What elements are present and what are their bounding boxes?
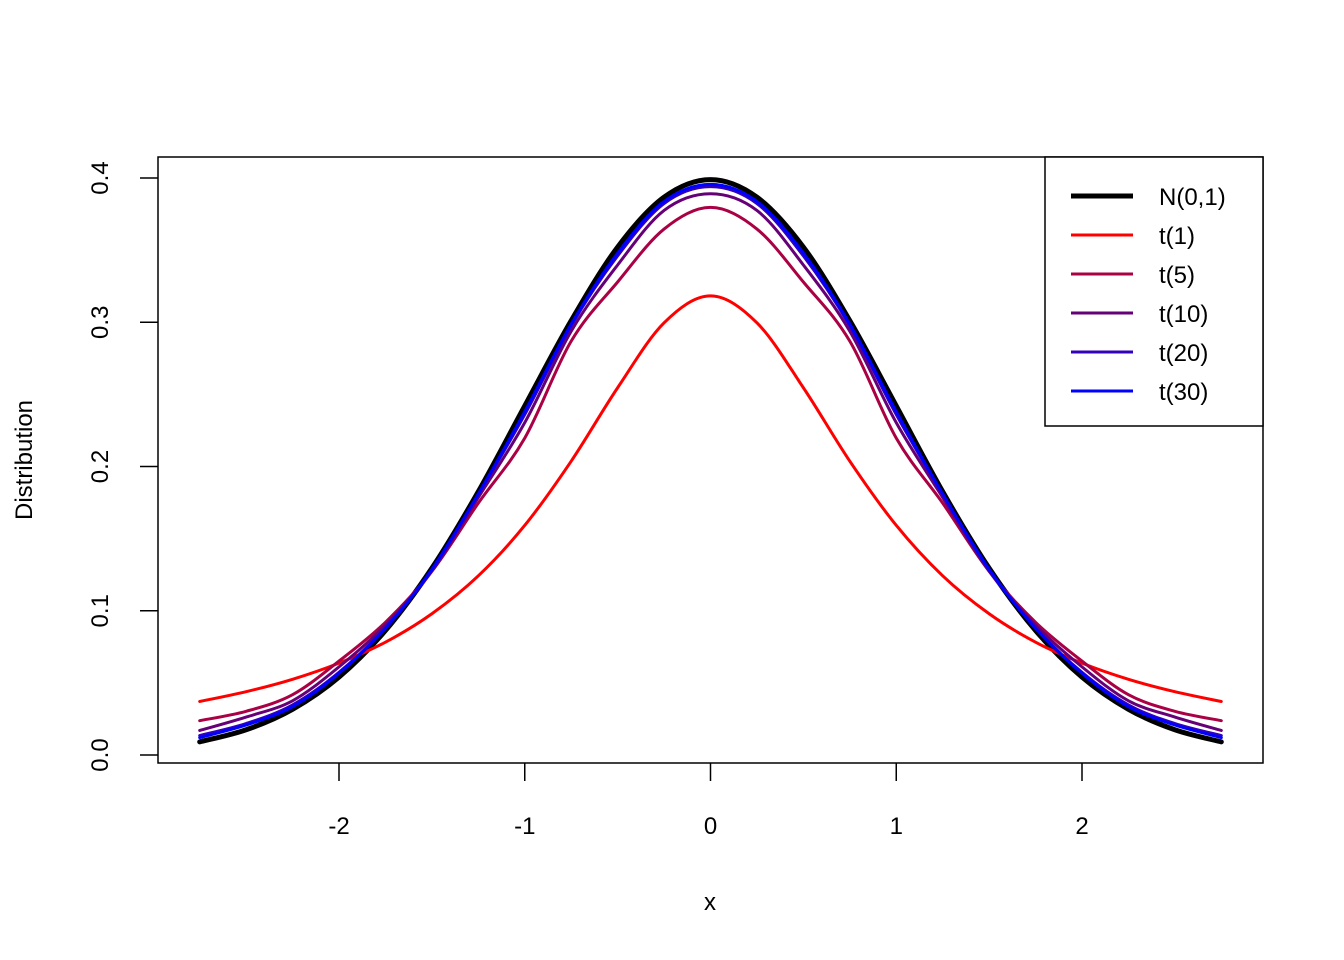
legend-label: t(5) xyxy=(1159,262,1195,289)
y-tick-label: 0.1 xyxy=(87,594,114,627)
series-line-3 xyxy=(198,192,1223,732)
y-axis: 0.0 0.1 0.2 0.3 0.4 xyxy=(87,161,158,772)
y-tick-label: 0.4 xyxy=(87,161,114,194)
legend-label: t(1) xyxy=(1159,223,1195,250)
legend: N(0,1) t(1) t(5) t(10) t(20) t(30) xyxy=(1044,156,1264,427)
x-tick-label: 2 xyxy=(1075,813,1088,840)
legend-label: t(20) xyxy=(1159,340,1208,367)
x-tick-label: 0 xyxy=(704,813,717,840)
legend-label: N(0,1) xyxy=(1159,184,1226,211)
series-line-2 xyxy=(198,205,1223,723)
series-line-1 xyxy=(198,294,1223,703)
y-axis-title: Distribution xyxy=(11,400,38,520)
legend-label: t(30) xyxy=(1159,379,1208,406)
legend-items: N(0,1) t(1) t(5) t(10) t(20) t(30) xyxy=(1071,184,1226,406)
series-line-5 xyxy=(198,182,1223,740)
series-lines xyxy=(197,177,1224,745)
y-tick-label: 0.3 xyxy=(87,306,114,339)
legend-label: t(10) xyxy=(1159,301,1208,328)
legend-box xyxy=(1044,156,1264,427)
x-tick-label: -2 xyxy=(328,813,349,840)
x-tick-label: 1 xyxy=(890,813,903,840)
y-tick-label: 0.0 xyxy=(87,738,114,771)
x-axis-title: x xyxy=(704,889,716,916)
y-tick-label: 0.2 xyxy=(87,450,114,483)
x-tick-label: -1 xyxy=(514,813,535,840)
x-axis: -2 -1 0 1 2 xyxy=(328,763,1089,840)
